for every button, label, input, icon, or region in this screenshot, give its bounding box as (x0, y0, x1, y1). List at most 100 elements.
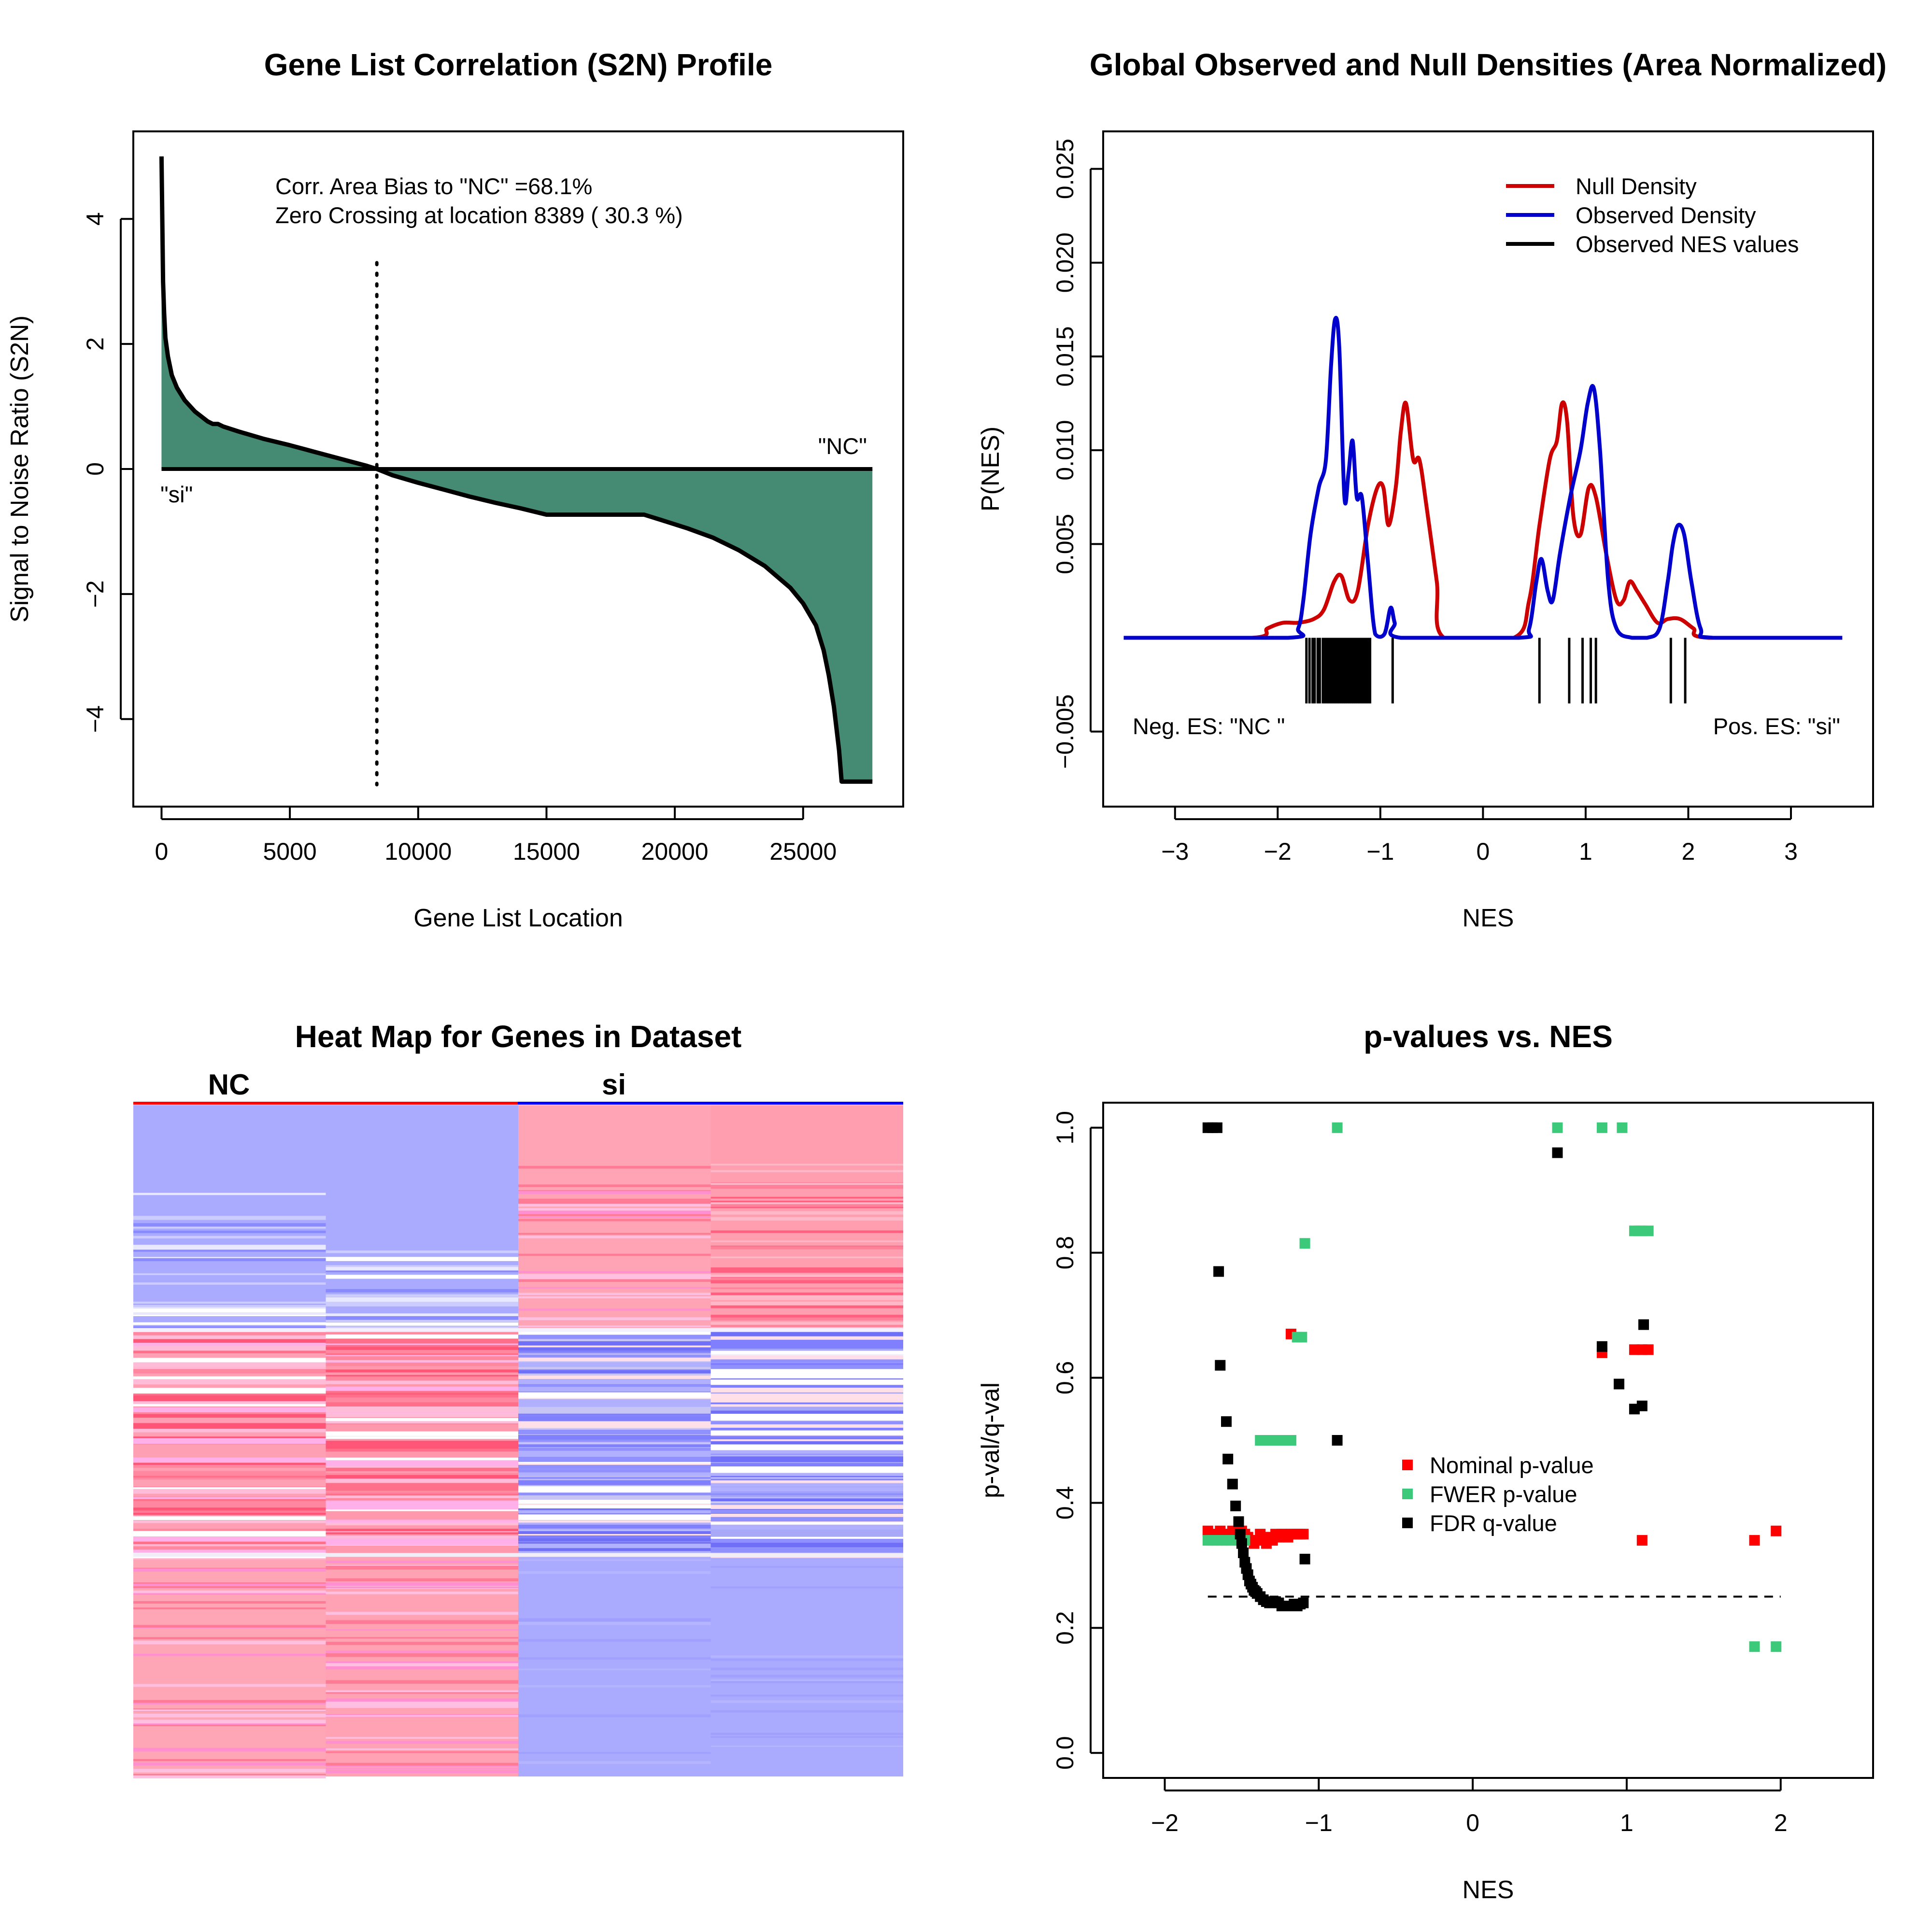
heatmap-row-stripe (326, 1768, 518, 1770)
heatmap-row-stripe (710, 1466, 903, 1470)
heatmap-row-stripe (518, 1559, 711, 1562)
heatmap-row-stripe (326, 1485, 518, 1491)
pvalue-y-axis: 0.0 0.2 0.4 0.6 0.8 1.0 (1051, 1111, 1103, 1770)
heatmap-row-stripe (326, 1316, 518, 1320)
heatmap-row-stripe (518, 1210, 711, 1214)
heatmap-row-stripe (133, 1516, 326, 1520)
heatmap-row-stripe (518, 1335, 711, 1339)
legend-observed-label: Observed Density (1576, 202, 1756, 228)
heatmap-row-stripe (518, 1253, 711, 1256)
heatmap-row-stripe (518, 1271, 711, 1273)
heatmap-row-stripe (133, 1306, 326, 1310)
heatmap-row-stripe (326, 1578, 518, 1580)
heatmap-row-stripe (518, 1203, 711, 1207)
heatmap-row-stripe (710, 1278, 903, 1280)
heatmap-row-stripe (133, 1328, 903, 1332)
legend-fwer-label: FWER p-value (1430, 1481, 1577, 1507)
heatmap-row-stripe (133, 1350, 326, 1353)
pvalue-x-axis-label: NES (1463, 1876, 1514, 1904)
fdr-q-point (1230, 1500, 1241, 1511)
fdr-q-point (1638, 1319, 1649, 1330)
heatmap-row-stripe (133, 1423, 326, 1429)
heatmap-row-stripe (710, 1185, 903, 1189)
heatmap-row-stripe (133, 1326, 326, 1329)
fdr-q-point (1636, 1400, 1648, 1411)
heatmap-row-stripe (518, 1317, 711, 1321)
heatmap-row-stripe (710, 1293, 903, 1297)
heatmap-row-stripe (133, 1312, 326, 1315)
heatmap-row-stripe (710, 1700, 903, 1703)
pvalue-y-tick-label: 0.4 (1051, 1486, 1079, 1520)
fdr-q-point (1233, 1516, 1244, 1527)
heatmap-row-stripe (518, 1531, 711, 1536)
fdr-q-point (1227, 1478, 1238, 1490)
heatmap-row-stripe (133, 1497, 326, 1499)
heatmap-row-stripe (326, 1376, 518, 1381)
heatmap-row-stripe (133, 1223, 326, 1226)
s2n-x-tick-label: 10000 (384, 838, 452, 865)
heatmap-row-stripe (518, 1714, 711, 1718)
heatmap-block (710, 1555, 903, 1776)
heatmap-row-stripe (710, 1525, 903, 1530)
heatmap-row-stripe (518, 1325, 711, 1327)
heatmap-row-stripe (710, 1463, 903, 1467)
density-legend: Null Density Observed Density Observed N… (1506, 173, 1799, 257)
heatmap-row-stripe (518, 1362, 711, 1366)
heatmap-row-stripe (326, 1363, 518, 1366)
heatmap-row-stripe (518, 1524, 711, 1531)
heatmap-row-stripe (518, 1380, 711, 1384)
heatmap-row-stripe (133, 1230, 326, 1233)
s2n-profile-panel: Gene List Correlation (S2N) Profile 0 500… (6, 47, 904, 932)
heatmap-row-stripe (133, 1723, 326, 1726)
heatmap-row-stripe (710, 1450, 903, 1454)
s2n-y-axis-label: Signal to Noise Ratio (S2N) (6, 315, 34, 623)
pvalue-y-tick-label: 0.0 (1051, 1736, 1079, 1770)
heatmap-row-stripe (710, 1359, 903, 1363)
s2n-x-tick-label: 0 (155, 838, 169, 865)
heatmap-row-stripe (710, 1421, 903, 1424)
fwer-p-point (1617, 1122, 1628, 1133)
heatmap-row-stripe (326, 1457, 518, 1463)
fwer-p-point (1552, 1122, 1563, 1133)
heatmap-row-stripe (518, 1477, 711, 1479)
density-y-axis-label: P(NES) (977, 426, 1005, 511)
heatmap-row-stripe (326, 1748, 518, 1750)
heatmap-row-stripe (518, 1376, 711, 1379)
heatmap-row-stripe (326, 1403, 518, 1406)
heatmap-row-stripe (326, 1460, 518, 1464)
heatmap-row-stripe (710, 1544, 903, 1548)
heatmap-row-stripe (518, 1469, 711, 1474)
heatmap-row-stripe (710, 1335, 903, 1340)
heatmap-row-stripe (326, 1250, 518, 1253)
s2n-y-tick-label: 4 (82, 212, 109, 226)
heatmap-row-stripe (133, 1346, 326, 1349)
heatmap-row-stripe (133, 1413, 326, 1417)
density-y-axis: −0.005 0.005 0.010 0.015 0.020 0.025 (1051, 139, 1103, 769)
heatmap-row-stripe (133, 1586, 326, 1589)
heatmap-row-stripe (710, 1365, 903, 1371)
heatmap-row-stripe (518, 1528, 711, 1531)
heatmap-row-stripe (710, 1207, 903, 1208)
pvalue-x-tick-label: 1 (1620, 1809, 1634, 1836)
density-x-axis-label: NES (1463, 904, 1514, 932)
heatmap-row-stripe (710, 1200, 903, 1203)
heatmap-row-stripe (518, 1413, 711, 1416)
heatmap-row-stripe (710, 1675, 903, 1677)
heatmap-row-stripe (326, 1462, 518, 1466)
heatmap-row-stripe (133, 1379, 326, 1385)
heatmap-row-stripe (710, 1736, 903, 1738)
fwer-p-point (1643, 1225, 1654, 1236)
heatmap-row-stripe (326, 1338, 518, 1344)
heatmap-row-stripe (326, 1349, 518, 1353)
heatmap-row-stripe (518, 1198, 711, 1203)
heatmap-row-stripe (710, 1498, 903, 1502)
heatmap-row-stripe (710, 1422, 903, 1428)
fwer-p-point (1596, 1122, 1607, 1133)
heatmap-row-stripe (326, 1536, 518, 1538)
heatmap-row-stripe (710, 1680, 903, 1684)
heatmap-row-stripe (518, 1486, 711, 1492)
heatmap-row-stripe (133, 1583, 326, 1586)
legend-fdr-swatch (1402, 1518, 1413, 1528)
observed-density-line (1123, 315, 1843, 640)
heatmap-row-stripe (133, 1335, 326, 1339)
